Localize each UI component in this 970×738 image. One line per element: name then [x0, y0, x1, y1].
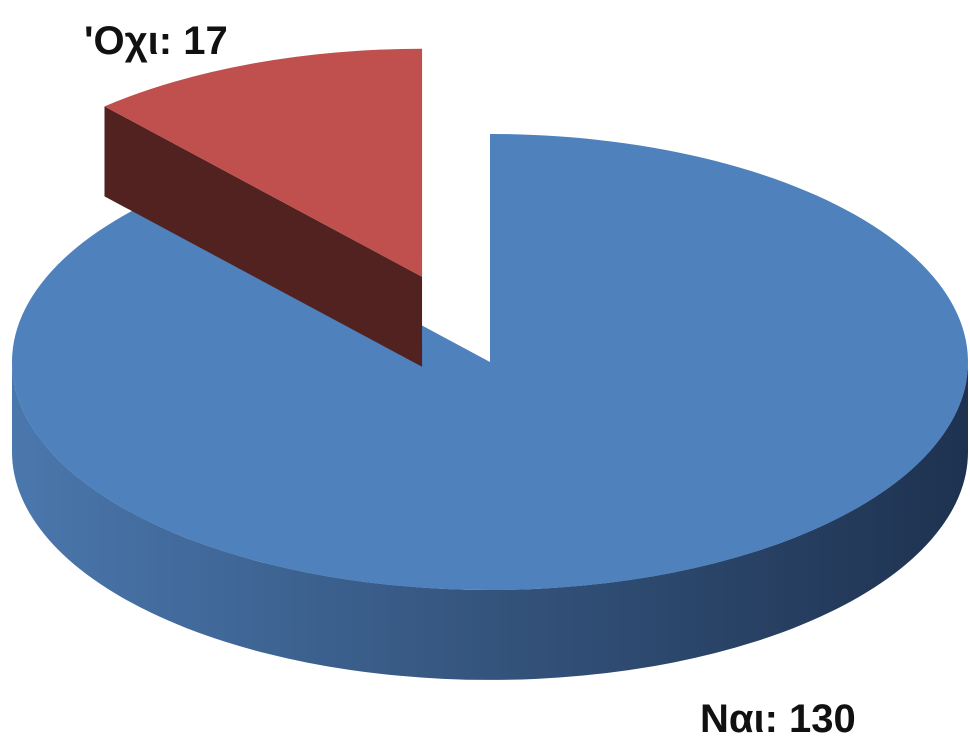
- data-label: Ναι: 130: [700, 697, 856, 738]
- pie-side: [104, 106, 423, 367]
- pie-slice: [104, 48, 423, 277]
- data-label: 'Οχι: 17: [84, 19, 228, 63]
- pie-wall: [12, 362, 968, 680]
